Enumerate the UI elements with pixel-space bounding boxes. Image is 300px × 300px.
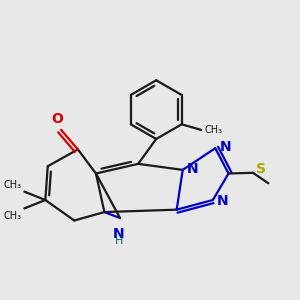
- Text: S: S: [256, 162, 266, 176]
- Text: CH₃: CH₃: [3, 211, 22, 220]
- Text: CH₃: CH₃: [3, 179, 22, 190]
- Text: CH₃: CH₃: [204, 125, 222, 135]
- Text: O: O: [52, 112, 64, 126]
- Text: N: N: [113, 227, 124, 241]
- Text: N: N: [187, 162, 199, 176]
- Text: N: N: [217, 194, 229, 208]
- Text: H: H: [115, 236, 123, 246]
- Text: N: N: [220, 140, 231, 154]
